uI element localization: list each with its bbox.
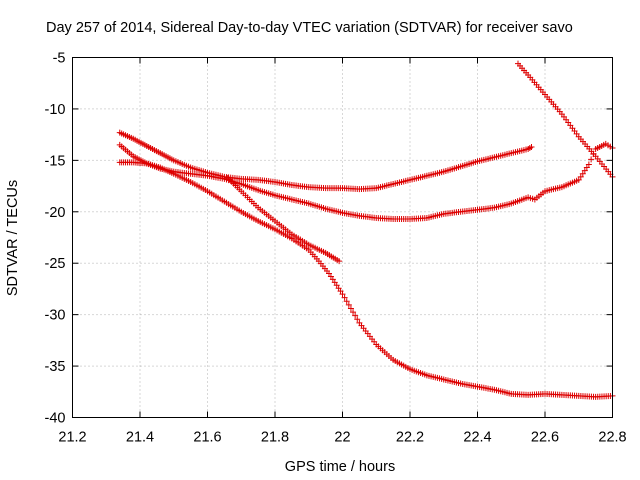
x-tick-label: 21.2 xyxy=(58,430,86,446)
series-satellite-c xyxy=(116,159,616,400)
chart-title: Day 257 of 2014, Sidereal Day-to-day VTE… xyxy=(46,20,573,36)
y-tick-label: -40 xyxy=(45,411,66,427)
grid-lines xyxy=(72,57,613,418)
data-point xyxy=(350,309,357,316)
data-point xyxy=(528,143,535,150)
x-tick-label: 21.8 xyxy=(261,430,289,446)
x-tick-label: 22.2 xyxy=(396,430,424,446)
data-point xyxy=(336,258,343,265)
data-point xyxy=(577,173,584,180)
x-tick-label: 21.6 xyxy=(193,430,221,446)
series-satellite-e xyxy=(515,60,616,180)
data-point xyxy=(345,301,352,308)
data-point xyxy=(341,294,348,301)
x-tick-label: 22.8 xyxy=(598,430,626,446)
data-point xyxy=(579,170,586,177)
series-satellite-d xyxy=(224,174,343,265)
x-tick-label: 21.4 xyxy=(126,430,154,446)
series-satellite-a xyxy=(116,129,535,193)
y-tick-label: -5 xyxy=(53,51,66,67)
data-point xyxy=(588,156,595,163)
data-point xyxy=(583,164,590,171)
x-axis-label: GPS time / hours xyxy=(285,459,395,475)
y-tick-label: -30 xyxy=(45,308,66,324)
x-tick-label: 22 xyxy=(334,430,350,446)
data-point xyxy=(575,176,582,183)
x-tick-label: 22.6 xyxy=(531,430,559,446)
data-point xyxy=(354,316,361,323)
y-axis-label: SDTVAR / TECUs xyxy=(5,180,21,296)
data-point xyxy=(347,305,354,312)
y-tick-label: -25 xyxy=(45,256,66,272)
y-tick-label: -35 xyxy=(45,359,66,375)
y-tick-label: -10 xyxy=(45,102,66,118)
x-tick-label: 22.4 xyxy=(463,430,491,446)
data-series xyxy=(116,60,616,400)
data-point xyxy=(581,167,588,174)
y-tick-label: -15 xyxy=(45,153,66,169)
y-tick-label: -20 xyxy=(45,205,66,221)
data-point xyxy=(339,291,346,298)
data-point xyxy=(352,312,359,319)
series-satellite-b xyxy=(116,140,616,222)
axis-ticks: 21.2 21.4 21.6 21.8 22 22.2 22.4 22.6 22.8 -40 -35… xyxy=(45,51,627,446)
data-point xyxy=(343,298,350,305)
plot-frame xyxy=(72,57,613,418)
data-point xyxy=(585,161,592,168)
